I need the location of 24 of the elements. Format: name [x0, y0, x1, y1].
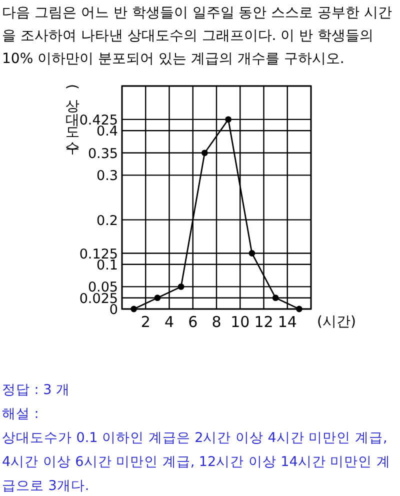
- point: [130, 306, 138, 312]
- point: [248, 250, 256, 256]
- y-tick-label: 0.3: [96, 168, 118, 184]
- y-tick-label: 0.35: [88, 146, 118, 162]
- text: 정답 : 3 개: [2, 381, 72, 400]
- point: [154, 294, 161, 302]
- point: [296, 306, 302, 312]
- x-axis-title: (시간): [317, 314, 356, 330]
- point: [201, 150, 208, 156]
- point: [225, 116, 232, 123]
- text: 상대도수가 0.1 이하인 계급은 2시간 이상 4시간 미만인 계급, 4시간 이상 6시간 미만인 계급, 12시간 이상 14시간 미만인 계급으로 3개다.: [2, 429, 392, 496]
- x-tick-label: 4: [164, 313, 174, 331]
- text: 해설 :: [2, 405, 40, 424]
- chart-title: 다음 그림은 어느 반 학생들이 일주일 동안 스스로 공부한 시간을 조사하여 나타낸 상대도수의 그래프이다. 이 반 학생들의 10% 이하만이 분포되어 있는 계급의 개수를 구하시오.: [2, 4, 394, 69]
- point: [272, 294, 279, 302]
- y-tick-label: 0.2: [96, 212, 118, 229]
- x-tick-label: 2: [140, 313, 150, 331]
- y-axis-title: (상대도수): [64, 84, 80, 154]
- x-tick-label: 14: [278, 313, 297, 331]
- x-tick-label: 10: [230, 313, 250, 331]
- x-tick-label: 12: [254, 313, 274, 331]
- point: [178, 284, 184, 290]
- x-tick-label: 8: [212, 313, 222, 331]
- x-tick-label: 6: [188, 313, 198, 331]
